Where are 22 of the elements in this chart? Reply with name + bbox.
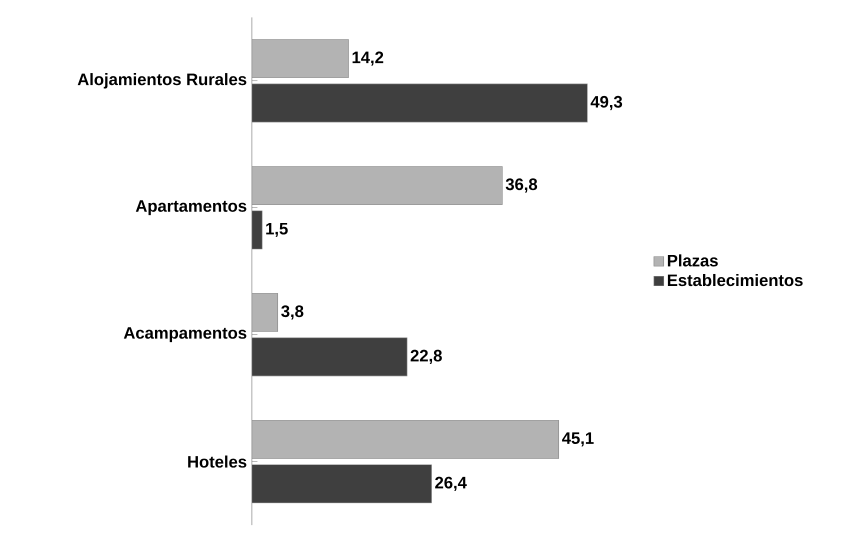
bar	[252, 166, 503, 205]
data-label: 3,8	[281, 305, 304, 320]
bar	[252, 464, 432, 504]
data-label: 26,4	[435, 476, 467, 491]
y-tick-label: Hoteles	[188, 456, 246, 468]
y-tick-label: Alojamientos Rurales	[78, 73, 246, 89]
data-label: 22,8	[410, 350, 442, 364]
bar	[252, 420, 560, 459]
legend-label: Plazas	[668, 254, 718, 267]
legend-label: Establecimientos	[668, 274, 803, 286]
bar	[252, 210, 262, 250]
bar	[252, 338, 408, 376]
data-label: 49,3	[590, 96, 622, 110]
y-tick-label: Acampamentos	[124, 327, 246, 342]
bar	[252, 293, 278, 332]
data-label: 36,8	[506, 178, 538, 193]
bar	[252, 39, 349, 78]
data-label: 14,2	[352, 52, 384, 66]
y-tick-label: Apartamentos	[136, 200, 246, 216]
data-label: 45,1	[562, 432, 594, 446]
bar	[252, 84, 588, 122]
data-label: 1,5	[266, 223, 288, 238]
